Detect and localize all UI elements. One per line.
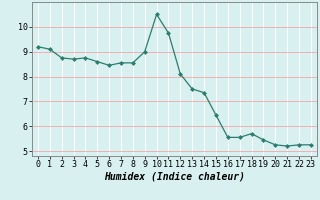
X-axis label: Humidex (Indice chaleur): Humidex (Indice chaleur) bbox=[104, 172, 245, 182]
